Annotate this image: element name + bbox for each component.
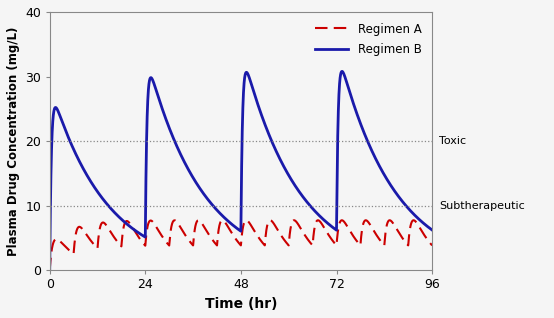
Text: Subtherapeutic: Subtherapeutic	[439, 201, 525, 211]
Text: Toxic: Toxic	[439, 136, 466, 146]
Y-axis label: Plasma Drug Concentration (mg/L): Plasma Drug Concentration (mg/L)	[7, 26, 20, 256]
Legend: Regimen A, Regimen B: Regimen A, Regimen B	[310, 18, 426, 60]
X-axis label: Time (hr): Time (hr)	[204, 297, 277, 311]
